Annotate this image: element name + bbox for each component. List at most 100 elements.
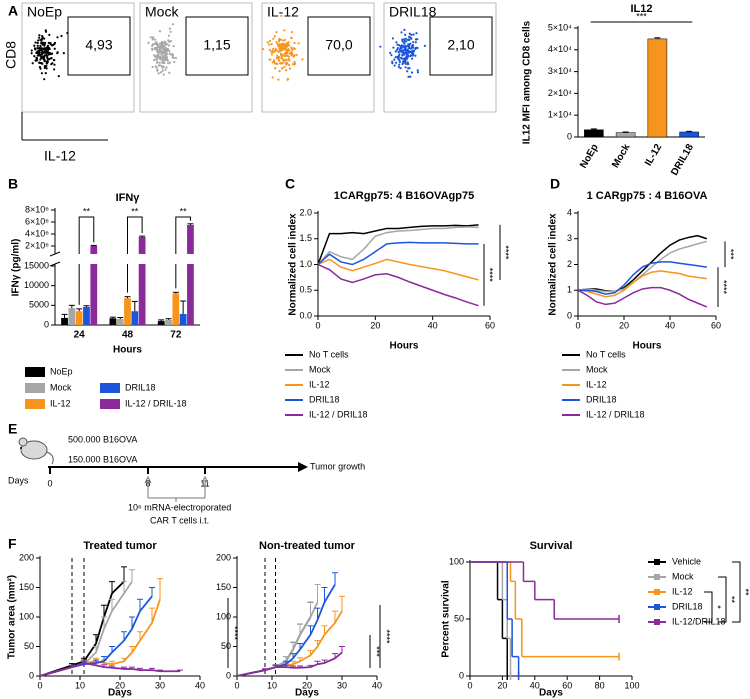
bar (138, 237, 146, 325)
event-dot (47, 41, 50, 44)
panel-label: D (550, 176, 560, 192)
event-dot (394, 56, 397, 59)
panel-label: A (8, 3, 18, 19)
y-tick-label: 2×10⁴ (548, 88, 572, 98)
flow-y-label: CD8 (3, 41, 19, 69)
event-dot (397, 58, 400, 61)
y-tick-label: 150 (19, 582, 34, 592)
event-dot (40, 53, 43, 56)
event-dot (395, 48, 399, 51)
event-dot (278, 62, 282, 65)
x-tick-label: 0 (37, 680, 42, 690)
legend-swatch (25, 399, 45, 409)
event-dot (402, 49, 406, 52)
event-dot (280, 47, 283, 50)
event-dot (160, 64, 163, 68)
y-tick-label: 0 (459, 670, 464, 680)
event-dot (404, 56, 407, 60)
significance-label: ** (180, 206, 188, 216)
event-dot (169, 39, 172, 43)
event-dot (156, 61, 159, 64)
flow-plot-name: Mock (145, 4, 179, 20)
event-dot (171, 56, 175, 59)
event-dot (411, 45, 414, 48)
event-dot (274, 67, 277, 70)
axis-break-mark (49, 261, 61, 267)
event-dot (397, 65, 401, 68)
event-dot (151, 44, 154, 47)
event-dot (288, 67, 292, 70)
event-dot (42, 55, 45, 58)
x-tick-label: 0 (315, 320, 320, 330)
event-dot (391, 37, 394, 40)
gate (429, 16, 493, 76)
significance-label: **** (501, 245, 511, 260)
legend-label: Mock (50, 382, 72, 392)
y-tick-label: 0 (567, 131, 572, 141)
injection-label: 500.000 B16OVA (68, 434, 137, 444)
legend-label: IL-12 (50, 398, 71, 408)
event-dot (410, 57, 414, 60)
event-dot (161, 69, 164, 72)
event-dot (169, 30, 172, 33)
event-dot (293, 47, 296, 50)
event-dot (410, 71, 414, 74)
event-dot (46, 50, 49, 53)
y-tick-label: 100 (216, 611, 231, 621)
event-dot (409, 47, 412, 50)
event-dot (423, 44, 427, 47)
y-tick-label: 0 (226, 670, 231, 680)
treatment-arrowhead (144, 475, 152, 484)
event-dot (406, 56, 409, 59)
event-dot (156, 50, 159, 53)
event-dot (276, 54, 279, 57)
chart-title: IL12 (630, 3, 652, 15)
legend-label: No T cells (309, 349, 349, 359)
event-dot (271, 76, 274, 79)
y-tick-label: 8×10⁶ (25, 204, 49, 214)
event-dot (408, 32, 411, 35)
bar (679, 131, 699, 138)
event-dot (407, 47, 410, 50)
event-dot (151, 48, 154, 51)
significance-bracket (732, 561, 741, 623)
event-dot (408, 38, 411, 42)
event-dot (408, 67, 411, 70)
y-tick-label: 1 (567, 285, 572, 295)
event-dot (285, 59, 288, 62)
x-tick-label: 60 (711, 320, 721, 330)
event-dot (277, 55, 280, 59)
line (317, 226, 479, 265)
event-dot (38, 65, 42, 69)
event-dot (397, 54, 401, 57)
significance-bracket (704, 591, 713, 623)
x-tick-label: 0 (234, 680, 239, 690)
legend-swatch (25, 383, 45, 393)
event-dot (44, 50, 47, 53)
event-dot (403, 38, 406, 41)
event-dot (407, 75, 410, 78)
event-dot (266, 41, 269, 44)
x-tick-label: 30 (337, 680, 347, 690)
event-dot (164, 58, 167, 61)
significance-label: * (713, 605, 723, 609)
event-dot (408, 35, 411, 38)
event-dot (43, 78, 46, 81)
line (317, 263, 479, 307)
event-dot (290, 31, 293, 34)
event-dot (168, 49, 171, 53)
event-dot (409, 75, 412, 78)
injection-label: 150.000 B16OVA (68, 454, 137, 464)
line (577, 234, 708, 293)
event-dot (36, 44, 39, 47)
event-dot (295, 53, 298, 56)
event-dot (414, 38, 418, 41)
event-dot (414, 54, 417, 57)
event-dot (280, 57, 283, 60)
x-tick-label: 0 (575, 320, 580, 330)
event-dot (31, 62, 34, 65)
event-dot (389, 51, 392, 54)
event-dot (411, 54, 414, 57)
event-dot (284, 47, 287, 51)
y-tick-label: 0.5 (299, 285, 312, 295)
